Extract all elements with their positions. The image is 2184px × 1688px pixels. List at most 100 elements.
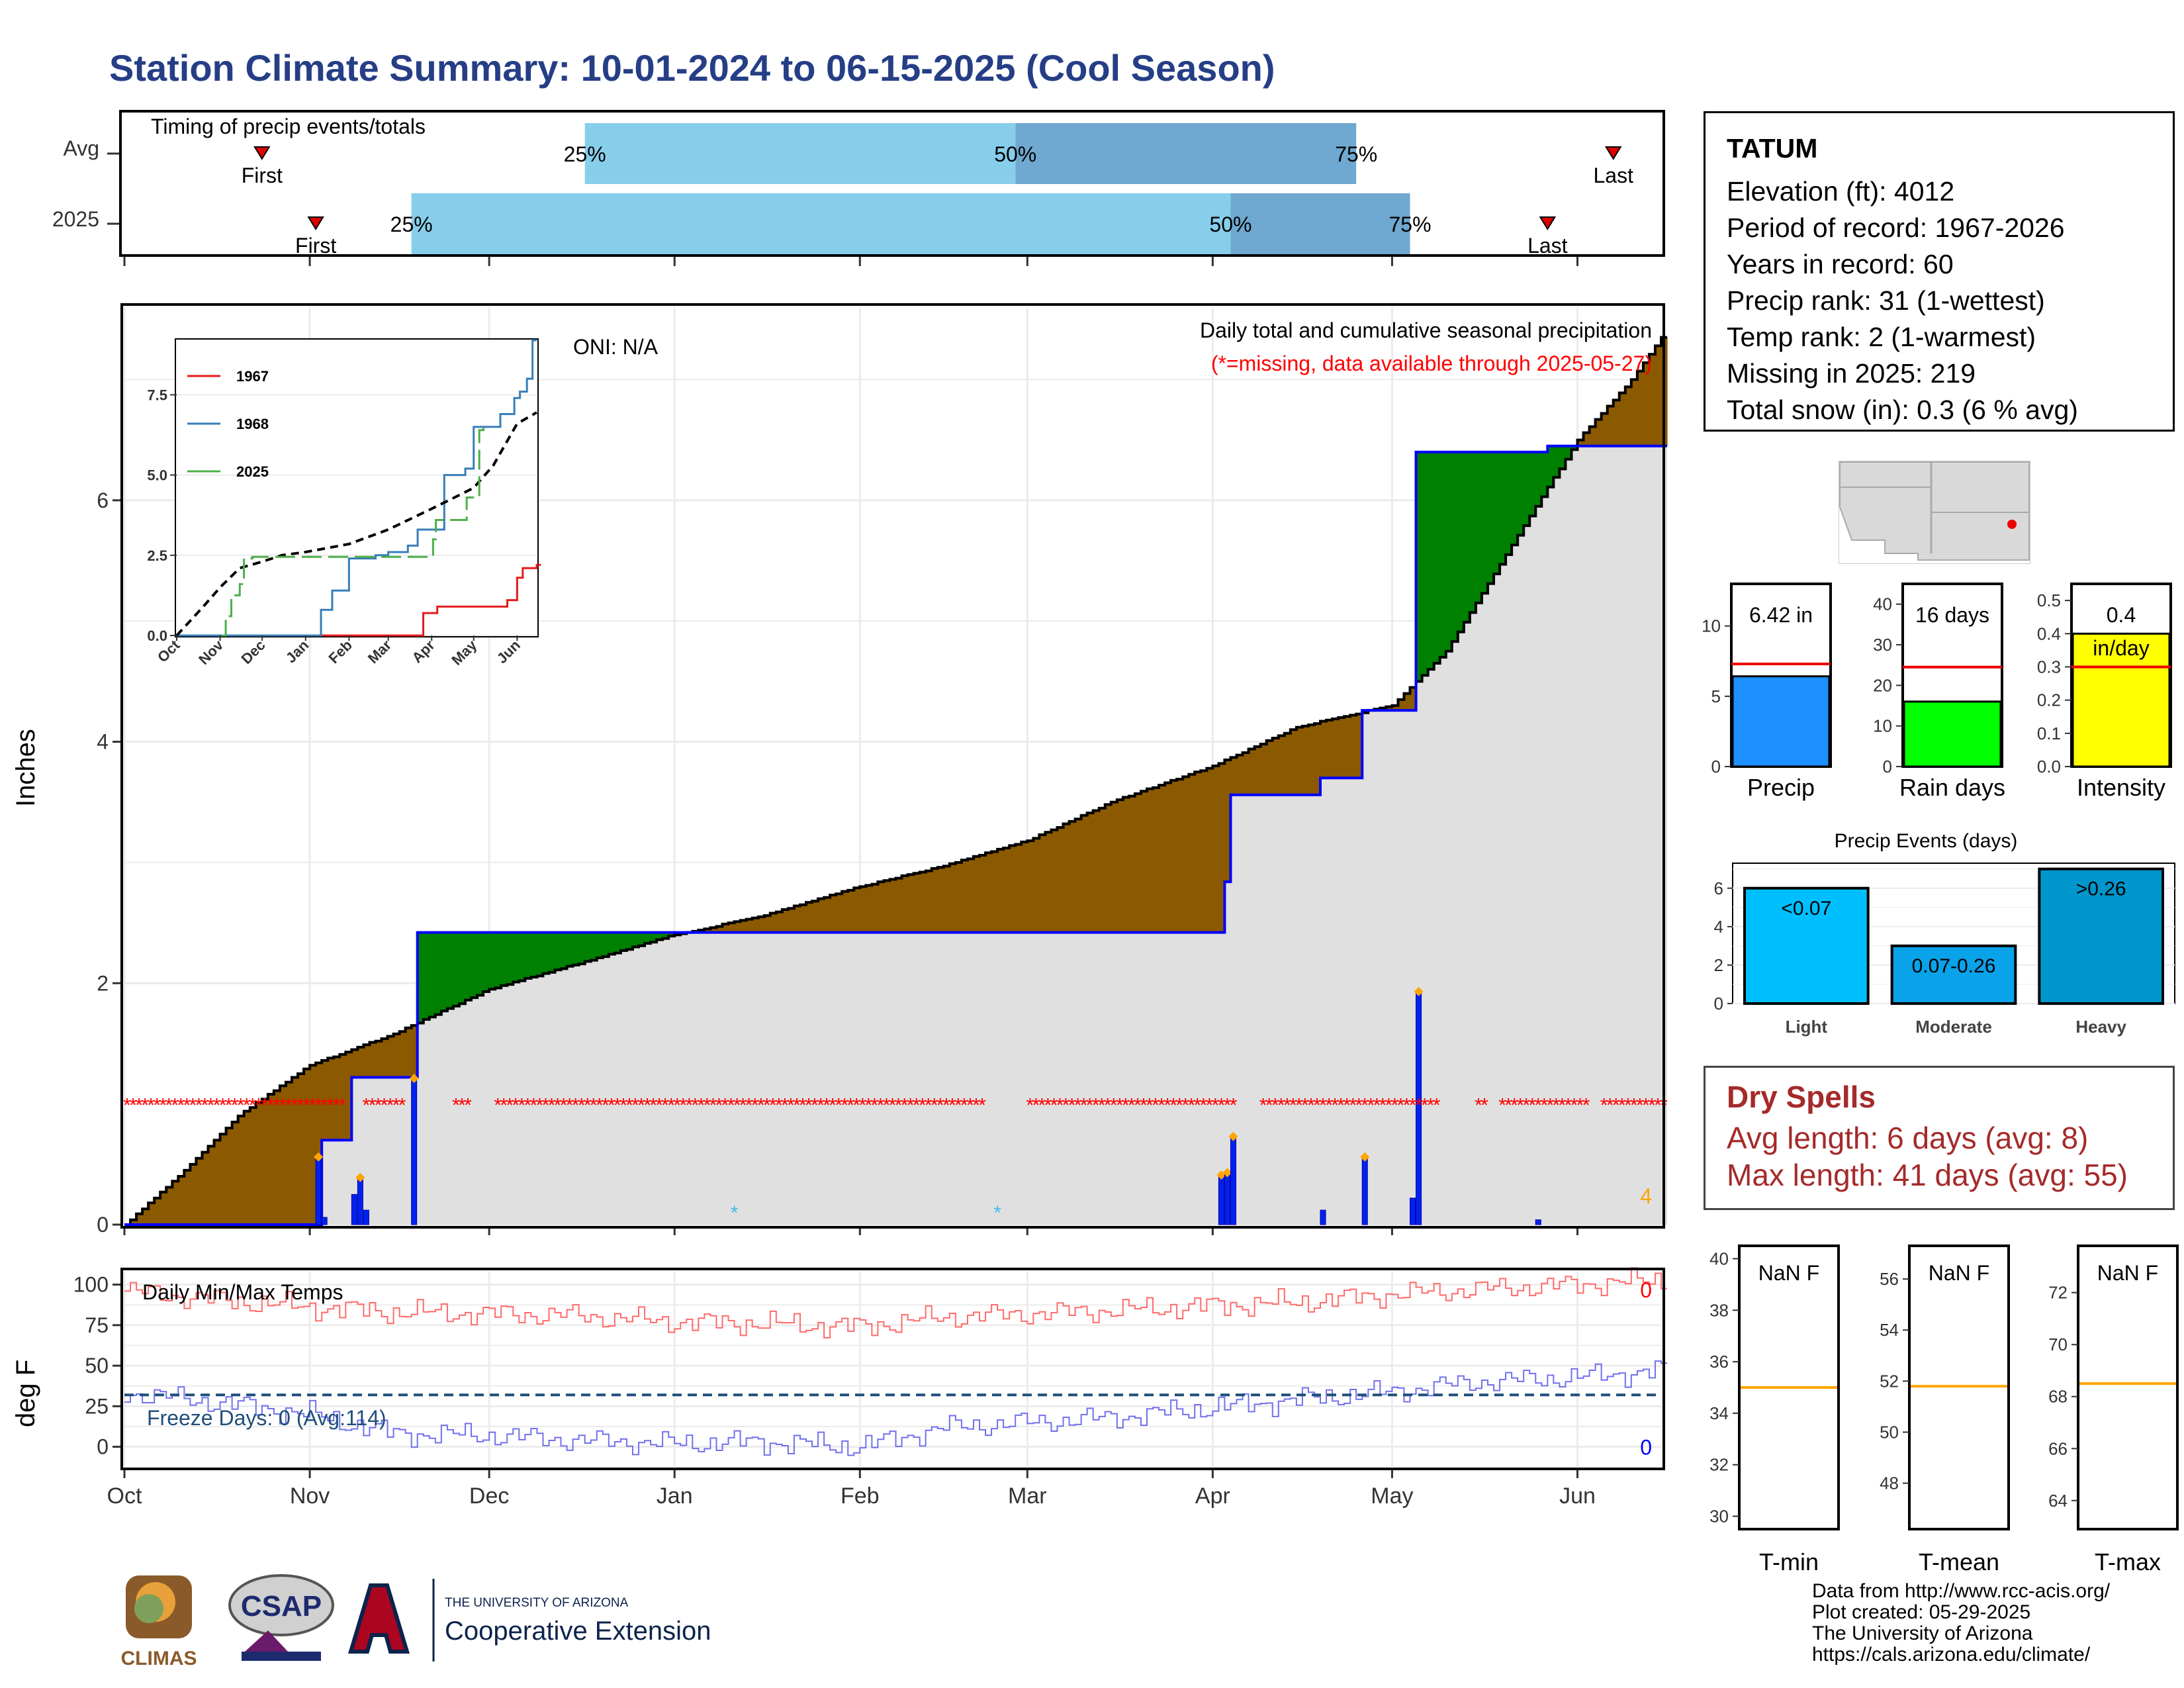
missing-marker: *: [302, 1095, 310, 1117]
missing-marker: *: [1522, 1095, 1530, 1117]
above-avg-fill: [405, 1027, 412, 1078]
missing-marker: *: [1367, 1095, 1375, 1117]
below-avg-fill: [1571, 445, 1578, 450]
above-avg-fill: [860, 886, 866, 933]
above-avg-fill: [1601, 413, 1608, 446]
missing-marker: *: [852, 1095, 860, 1117]
missing-marker: *: [1504, 1095, 1512, 1117]
events-bar-text: <0.07: [1781, 898, 1831, 919]
missing-marker: *: [602, 1095, 610, 1117]
above-avg-fill: [913, 873, 921, 933]
corner-count: 4: [1640, 1184, 1652, 1208]
above-avg-fill: [130, 1219, 137, 1225]
missing-marker: *: [1391, 1095, 1399, 1117]
credit-line: https://cals.arizona.edu/climate/: [1812, 1644, 2091, 1665]
above-avg-fill: [776, 912, 783, 933]
missing-marker: *: [1152, 1095, 1160, 1117]
missing-marker: *: [619, 1095, 627, 1117]
intensity-unit: in/day: [2093, 636, 2149, 660]
current-cumulative-line: [124, 444, 1668, 1226]
timing-p50-label: 50%: [994, 142, 1036, 166]
dry-avg: Avg length: 6 days (avg: 8): [1727, 1121, 2089, 1155]
rain-label: Rain days: [1899, 774, 2005, 801]
events-bar-text: >0.26: [2076, 878, 2126, 900]
temp-y-label: 0: [97, 1435, 109, 1459]
above-avg-fill: [1081, 815, 1088, 933]
tbar-tick-label: 38: [1709, 1300, 1729, 1320]
above-avg-fill: [154, 1197, 161, 1225]
climas-text: CLIMAS: [121, 1648, 197, 1669]
above-avg-fill: [1003, 848, 1010, 933]
rain-tick-label: 10: [1873, 716, 1892, 736]
below-avg-fill: [1494, 451, 1500, 575]
above-avg-fill: [1236, 755, 1244, 795]
below-avg-fill: [483, 932, 490, 992]
season-minibars: 6.42 in 0 5 10 Precip 16 days 0 10 20 30 40 Rain da…: [1702, 583, 2172, 801]
timing-p25-label: 25%: [564, 142, 606, 166]
above-avg-fill: [728, 923, 735, 933]
missing-marker: *: [387, 1095, 394, 1117]
above-avg-fill: [238, 1115, 245, 1225]
above-avg-fill: [166, 1187, 173, 1225]
above-avg-fill: [1583, 432, 1590, 446]
missing-marker: *: [213, 1095, 221, 1117]
missing-marker: *: [1295, 1095, 1303, 1117]
below-avg-fill: [1463, 451, 1471, 622]
missing-marker: *: [279, 1095, 287, 1117]
above-avg-fill: [220, 1134, 227, 1225]
missing-marker: *: [1576, 1095, 1584, 1117]
missing-marker: *: [913, 1095, 921, 1117]
above-avg-fill: [1134, 793, 1142, 933]
tbar-tick-label: 70: [2048, 1335, 2068, 1354]
missing-marker: *: [1074, 1095, 1082, 1117]
above-avg-fill: [1195, 772, 1201, 933]
missing-marker: *: [267, 1095, 275, 1117]
missing-marker: *: [643, 1095, 651, 1117]
below-avg-fill: [1506, 451, 1512, 555]
rain-tick-label: 0: [1883, 757, 1892, 776]
station-info-box: TATUM Elevation (ft): 4012 Period of rec…: [1704, 111, 2175, 432]
last-marker-icon: [1539, 216, 1557, 230]
daily-precip-bar: [351, 1194, 357, 1225]
tbar-tick-label: 72: [2048, 1283, 2068, 1303]
missing-marker: *: [907, 1095, 915, 1117]
above-avg-fill: [363, 1045, 371, 1078]
rain-value-bg: [1908, 590, 1997, 632]
above-avg-fill: [340, 1054, 346, 1141]
missing-marker: *: [1349, 1095, 1357, 1117]
missing-marker: *: [506, 1095, 514, 1117]
missing-marker: *: [661, 1095, 669, 1117]
above-avg-fill: [842, 891, 848, 933]
above-avg-fill: [818, 898, 825, 933]
intensity-minibar: [2071, 632, 2171, 768]
above-avg-fill: [178, 1176, 185, 1225]
above-avg-fill: [1009, 845, 1016, 933]
station-line: Missing in 2025: 219: [1727, 358, 1976, 389]
above-avg-fill: [1649, 354, 1656, 446]
missing-marker: *: [231, 1095, 239, 1117]
above-avg-fill: [872, 884, 879, 933]
missing-marker: *: [596, 1095, 604, 1117]
month-label: Nov: [290, 1483, 330, 1509]
missing-marker: *: [1230, 1095, 1238, 1117]
above-avg-fill: [752, 917, 759, 933]
inset-x-label: Dec: [238, 637, 268, 667]
month-label: Mar: [1008, 1483, 1047, 1509]
temp-max-line: [124, 1267, 1668, 1338]
above-avg-fill: [1242, 752, 1250, 795]
rain-tick-label: 30: [1873, 635, 1892, 655]
temp-y-label: 75: [85, 1313, 109, 1337]
above-avg-fill: [973, 856, 980, 933]
intensity-value: 0.4: [2107, 603, 2136, 627]
missing-marker: *: [159, 1095, 167, 1117]
inset-x-label: Apr: [408, 637, 438, 667]
missing-marker: *: [458, 1095, 466, 1117]
missing-marker: *: [1415, 1095, 1423, 1117]
missing-marker: *: [518, 1095, 525, 1117]
above-avg-fill: [961, 860, 968, 933]
tbar-label: T-min: [1759, 1548, 1819, 1575]
above-avg-fill: [710, 927, 717, 933]
missing-marker: *: [614, 1095, 621, 1117]
missing-marker: *: [1433, 1095, 1441, 1117]
above-avg-fill: [322, 1060, 328, 1141]
